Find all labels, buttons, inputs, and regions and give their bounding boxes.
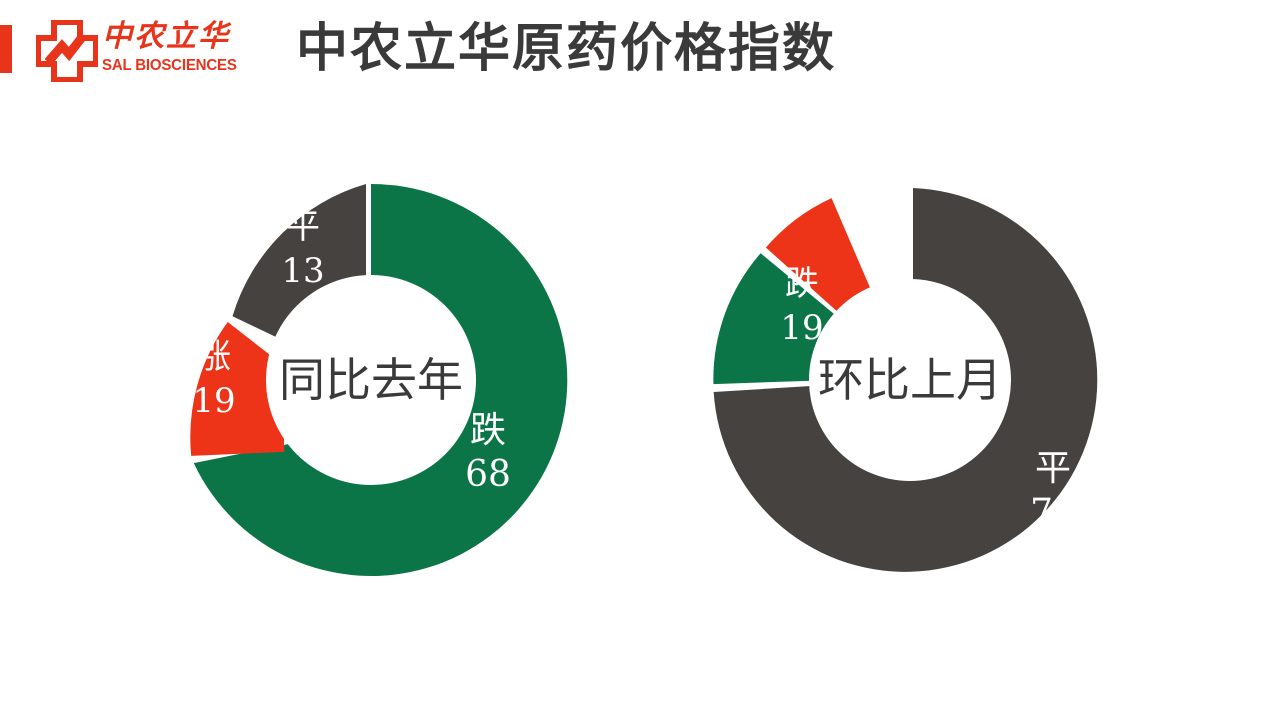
donut-yoy-fall-value: 68 <box>465 454 511 495</box>
donut-yoy-flat-value: 13 <box>281 251 324 291</box>
donut-mom-slice-flat[interactable] <box>713 188 1098 572</box>
donut-yoy-rise-label: 涨 <box>197 337 231 377</box>
donut-mom-hole <box>809 279 1011 481</box>
donut-mom-slice-rise[interactable] <box>765 198 873 316</box>
donut-mom-center-label: 环比上月 <box>818 353 1002 407</box>
donut-chart-yoy: 同比去年 跌 68 涨 19 平 13 <box>160 110 590 610</box>
donut-chart-mom: 环比上月 平 74 跌 19 涨 7 <box>705 110 1125 610</box>
accent-bar <box>0 25 12 73</box>
page-title: 中农立华原药价格指数 <box>296 18 837 79</box>
donut-mom-slice-fall[interactable] <box>713 253 836 385</box>
brand-name-english: SAL BIOSCIENCES <box>102 57 237 74</box>
donut-yoy-slice-fall[interactable] <box>193 183 568 576</box>
donut-yoy-center-label: 同比去年 <box>279 353 463 407</box>
donut-mom-fall-value: 19 <box>780 308 823 348</box>
brand-text: 中农立华 SAL BIOSCIENCES <box>102 18 248 84</box>
donut-mom-svg: 环比上月 平 74 跌 19 涨 7 <box>713 188 1098 572</box>
donut-mom-rise-value: 7 <box>887 232 907 270</box>
donut-mom-flat-label: 平 <box>1035 448 1071 489</box>
donut-mom-flat-value: 74 <box>1030 492 1076 533</box>
donut-yoy-rise-value: 19 <box>192 381 235 421</box>
brand-logo: 中农立华 SAL BIOSCIENCES <box>36 18 246 90</box>
donut-yoy-flat-label: 平 <box>286 207 320 247</box>
cross-chart-logo-icon <box>36 20 98 82</box>
page-header: 中农立华 SAL BIOSCIENCES 中农立华原药价格指数 <box>0 0 1280 110</box>
donut-yoy-svg: 同比去年 跌 68 涨 19 平 13 <box>190 183 568 576</box>
charts-area: 同比去年 跌 68 涨 19 平 13 环比上月 平 74 跌 <box>0 110 1280 720</box>
donut-yoy-hole <box>266 275 476 485</box>
donut-mom-rise-label: 涨 <box>881 195 913 233</box>
donut-mom-fall-label: 跌 <box>785 264 819 304</box>
donut-yoy-fall-label: 跌 <box>470 410 506 451</box>
brand-name-chinese: 中农立华 <box>102 20 230 53</box>
donut-yoy-slice-flat[interactable] <box>232 184 366 350</box>
